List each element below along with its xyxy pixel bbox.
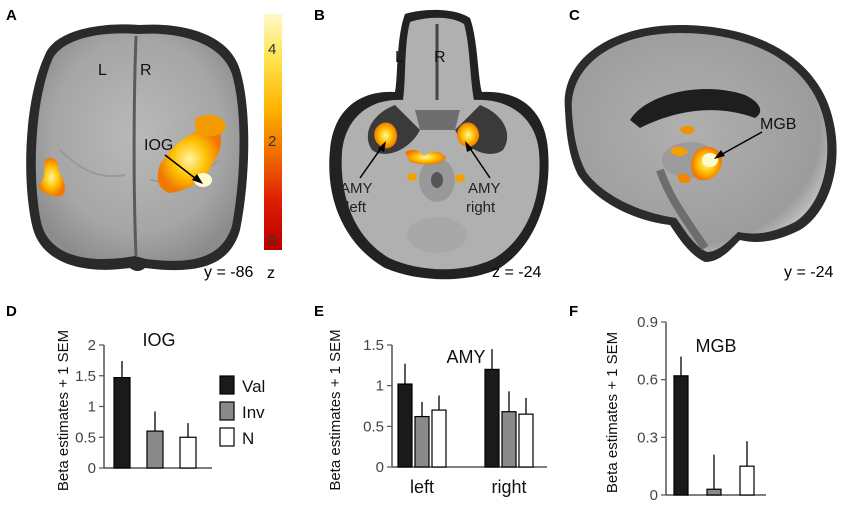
panel-b-coord: z = -24 (492, 264, 541, 281)
amy-y-tick-label: 0.5 (363, 418, 384, 435)
iog-y-tick-label: 2 (88, 337, 96, 354)
colorbar-tick-0: 0 (268, 232, 276, 249)
chart-mgb: 0 0.3 0.6 0.9 Beta estimates + 1 SEM MGB (604, 314, 766, 504)
amy-x-tick-label-right: right (491, 477, 526, 497)
panel-b-right-label: R (434, 49, 446, 66)
colorbar-tick-2: 2 (268, 133, 276, 150)
iog-title: IOG (142, 330, 175, 350)
panel-a-iog-arrowhead (192, 174, 203, 184)
mgb-y-tick-label: 0 (650, 487, 658, 504)
legend: Val Inv N (219, 375, 265, 448)
panel-c-mgb-arrow (716, 131, 763, 158)
panel-a-letter: A (6, 7, 17, 24)
panel-c-letter: C (569, 7, 580, 24)
panel-a-brain-image (20, 14, 257, 284)
amy-bar-left-inv (414, 415, 430, 468)
legend-swatch-n (219, 427, 235, 447)
mgb-bar-val (673, 375, 689, 496)
colorbar: 4 2 0 z (264, 14, 282, 282)
legend-label-inv: Inv (242, 403, 265, 422)
panel-b-amy-left-label: AMY (340, 180, 373, 197)
colorbar-label: z (267, 265, 275, 282)
panel-f-letter: F (569, 303, 578, 320)
panel-c-coord: y = -24 (784, 264, 833, 281)
amy-bar-left-val (397, 383, 413, 468)
colorbar-gradient (264, 14, 282, 250)
amy-y-tick-label: 0 (376, 459, 384, 476)
amy-x-tick-label-left: left (410, 477, 434, 497)
panel-b-letter: B (314, 7, 325, 24)
panel-a-iog-label: IOG (144, 137, 173, 154)
mgb-y-axis-title: Beta estimates + 1 SEM (604, 332, 621, 493)
chart-iog: 0 0.5 1 1.5 2 Beta estimates + 1 SEM IOG (55, 330, 212, 491)
amy-bar-right-val (484, 368, 500, 468)
iog-bar-inv (146, 430, 164, 469)
amy-bar-left-n (431, 409, 447, 468)
chart-amy: 0 0.5 1 1.5 Beta estimates + 1 SEM AMY left rig… (327, 329, 547, 497)
iog-y-tick-label: 1 (88, 399, 96, 416)
panel-b-amy-right-arrowhead (465, 141, 473, 152)
panel-e-letter: E (314, 303, 324, 320)
iog-bar-val (113, 376, 131, 469)
mgb-y-tick-label: 0.3 (637, 429, 658, 446)
amy-title: AMY (446, 347, 485, 367)
mgb-bar-n (739, 465, 755, 496)
mgb-title: MGB (695, 336, 736, 356)
iog-bar-n (179, 436, 197, 469)
amy-y-tick-label: 1.5 (363, 337, 384, 354)
amy-y-tick-label: 1 (376, 378, 384, 395)
panel-c-brain-image (564, 25, 837, 262)
panel-a-coord: y = -86 (204, 264, 253, 281)
panel-c-mgb-arrowhead (714, 150, 725, 159)
amy-bar-right-inv (501, 411, 517, 468)
legend-label-n: N (242, 429, 254, 448)
mgb-y-tick-label: 0.6 (637, 372, 658, 389)
mgb-bar-inv (706, 488, 722, 496)
iog-y-tick-label: 1.5 (75, 368, 96, 385)
panel-c-mgb-label: MGB (760, 116, 796, 133)
iog-y-tick-label: 0 (88, 460, 96, 477)
legend-swatch-inv (219, 401, 235, 421)
colorbar-tick-4: 4 (268, 41, 276, 58)
panel-d-letter: D (6, 303, 17, 320)
panel-b-amy-right-label: AMY (468, 180, 501, 197)
panel-b-amy-left-sub: left (346, 199, 367, 216)
panel-b-brain-image (310, 9, 560, 282)
panel-a-right-label: R (140, 62, 152, 79)
panel-b-amy-left-arrowhead (378, 141, 386, 152)
panel-b-left-label: L (395, 49, 404, 66)
legend-label-val: Val (242, 377, 265, 396)
amy-bar-right-n (518, 413, 534, 468)
iog-y-tick-label: 0.5 (75, 429, 96, 446)
mgb-y-tick-label: 0.9 (637, 314, 658, 331)
panel-a-left-label: L (98, 62, 107, 79)
panel-b-amy-right-sub: right (466, 199, 496, 216)
amy-y-axis-title: Beta estimates + 1 SEM (327, 329, 344, 490)
iog-y-axis-title: Beta estimates + 1 SEM (55, 330, 72, 491)
legend-swatch-val (219, 375, 235, 395)
